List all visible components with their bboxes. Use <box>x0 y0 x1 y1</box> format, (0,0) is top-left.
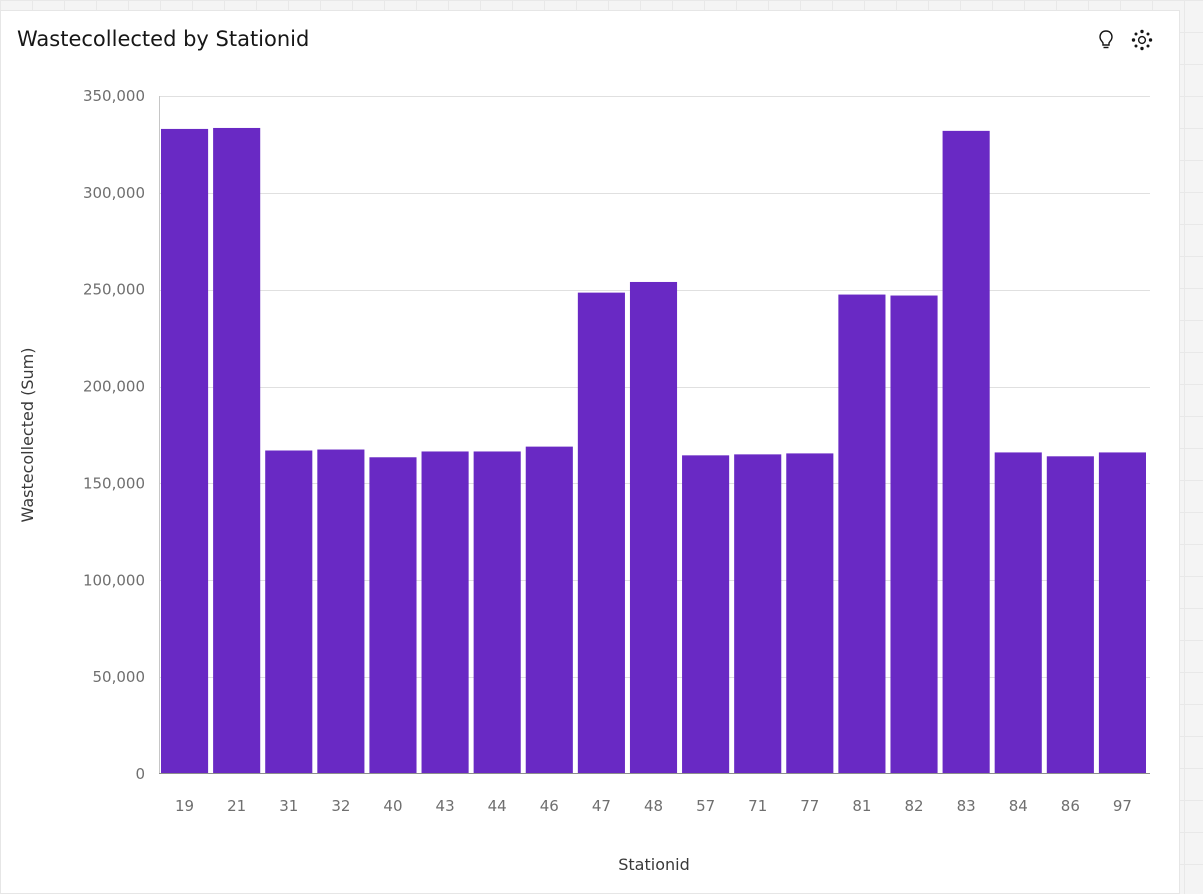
x-tick-label: 77 <box>800 797 819 815</box>
x-axis-title: Stationid <box>618 855 689 874</box>
x-tick-label: 81 <box>852 797 871 815</box>
bar-84[interactable] <box>994 452 1042 774</box>
y-tick-label: 150,000 <box>83 474 145 492</box>
bar-83[interactable] <box>942 130 990 774</box>
bars <box>161 127 1146 775</box>
y-axis-title: Wastecollected (Sum) <box>18 348 37 523</box>
x-tick-label: 19 <box>175 797 194 815</box>
bar-43[interactable] <box>421 451 469 774</box>
bar-86[interactable] <box>1046 456 1094 774</box>
bar-57[interactable] <box>682 455 730 774</box>
y-tick-labels: 0 50,000 100,000 150,000 200,000 250,000 300,0… <box>83 87 145 783</box>
x-tick-label: 40 <box>383 797 402 815</box>
bar-31[interactable] <box>265 450 313 775</box>
x-tick-labels: 19 21 31 32 40 43 44 46 47 48 57 71 77 81 82 83 84 86 97 <box>175 797 1132 815</box>
x-tick-label: 83 <box>957 797 976 815</box>
bar-48[interactable] <box>629 281 678 774</box>
bar-71[interactable] <box>734 454 782 774</box>
x-tick-label: 47 <box>592 797 611 815</box>
bar-77[interactable] <box>786 453 834 774</box>
x-tick-label: 84 <box>1009 797 1028 815</box>
bar-46[interactable] <box>525 446 573 774</box>
x-tick-label: 43 <box>436 797 455 815</box>
x-tick-label: 82 <box>904 797 923 815</box>
bar-47[interactable] <box>577 292 625 774</box>
y-tick-label: 50,000 <box>93 668 146 686</box>
bar-82[interactable] <box>890 295 938 774</box>
x-tick-label: 32 <box>331 797 350 815</box>
y-tick-label: 200,000 <box>83 378 145 396</box>
x-tick-label: 57 <box>696 797 715 815</box>
x-tick-label: 97 <box>1113 797 1132 815</box>
axes <box>159 96 1150 774</box>
x-tick-label: 48 <box>644 797 663 815</box>
bar-97[interactable] <box>1098 452 1146 774</box>
bar-19[interactable] <box>161 128 209 774</box>
x-tick-label: 31 <box>279 797 298 815</box>
bar-21[interactable] <box>213 127 261 774</box>
chart-title: Wastecollected by Stationid <box>17 27 310 51</box>
y-tick-label: 350,000 <box>83 87 145 105</box>
x-tick-label: 21 <box>227 797 246 815</box>
y-tick-label: 100,000 <box>83 571 145 589</box>
lightbulb-icon[interactable] <box>1093 27 1119 53</box>
bar-81[interactable] <box>838 294 886 774</box>
bar-44[interactable] <box>473 451 521 774</box>
x-tick-label: 44 <box>488 797 507 815</box>
y-tick-label: 300,000 <box>83 184 145 202</box>
y-tick-label: 250,000 <box>83 281 145 299</box>
bar-40[interactable] <box>369 457 417 774</box>
x-tick-label: 71 <box>748 797 767 815</box>
y-tick-label: 0 <box>135 765 145 783</box>
x-tick-label: 86 <box>1061 797 1080 815</box>
bar-32[interactable] <box>317 449 365 774</box>
x-tick-label: 46 <box>540 797 559 815</box>
dots-cluster-icon[interactable] <box>1129 27 1155 53</box>
